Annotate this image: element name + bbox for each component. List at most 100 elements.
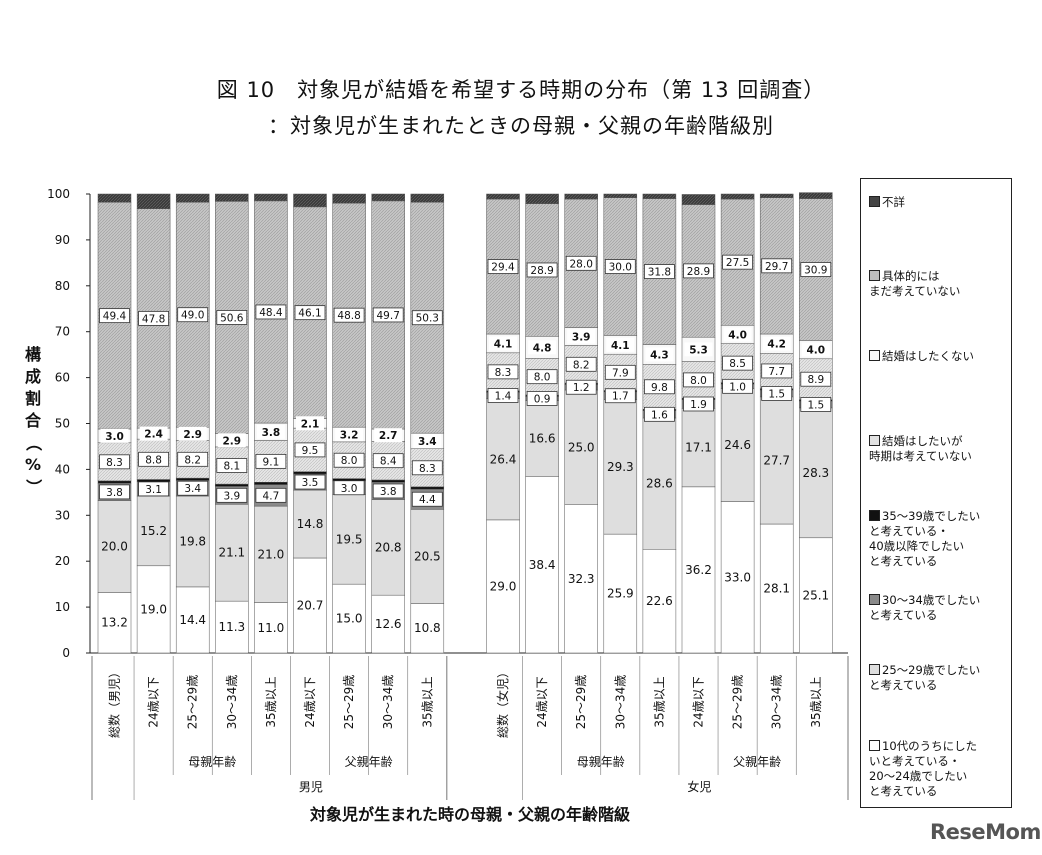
bar-segment: [564, 389, 598, 505]
value-label: 29.3: [607, 460, 634, 474]
value-label: 46.1: [298, 308, 321, 320]
bar-segment: [371, 479, 405, 483]
value-label: 3.9: [223, 490, 240, 502]
value-label-box: [565, 255, 597, 271]
legend-label: と考えている: [869, 608, 938, 622]
value-label: 19.5: [336, 532, 363, 546]
value-label: 15.0: [336, 612, 363, 626]
value-label: 7.7: [768, 366, 785, 378]
value-label: 30.9: [804, 265, 827, 277]
bar-segment: [642, 417, 677, 550]
value-label: 1.6: [651, 409, 668, 421]
legend-label: 30～34歳でしたい: [882, 593, 981, 607]
legend-label: 35～39歳でしたい: [882, 509, 981, 523]
value-label: 28.0: [570, 258, 593, 270]
value-label-box: [487, 364, 519, 380]
value-label-box: [683, 396, 714, 412]
value-label: 4.8: [533, 342, 552, 354]
bar-segment: [410, 486, 445, 490]
bar-segment: [175, 193, 210, 203]
bar-segment: [681, 408, 716, 488]
value-label: 1.2: [573, 382, 590, 394]
bar-segment: [215, 483, 249, 487]
value-label: 3.8: [380, 486, 397, 498]
value-label: 30.0: [609, 262, 632, 274]
x-category-label: 24歳以下: [147, 676, 161, 727]
bar-segment: [759, 396, 794, 525]
bar-segment: [603, 533, 638, 654]
value-label: 15.2: [140, 524, 167, 538]
value-label-box: [255, 487, 287, 503]
bar-segment: [720, 193, 755, 200]
bar-segment: [564, 193, 598, 200]
bar-segment: [215, 600, 249, 654]
x-category-label: 24歳以下: [303, 676, 317, 727]
y-tick-label: 50: [55, 417, 70, 431]
value-label-box: [255, 453, 287, 469]
value-label: 9.1: [263, 456, 280, 468]
value-label-box: [139, 426, 168, 441]
legend-swatch: [869, 594, 880, 605]
value-label: 11.3: [218, 620, 245, 634]
legend-entry: 35～39歳でしたい と考えている・ 40歳以降でしたい と考えている: [869, 509, 980, 569]
value-label-box: [372, 453, 404, 469]
value-label-box: [528, 340, 557, 355]
value-label: 38.4: [529, 558, 556, 572]
x-category-label: 35歳以上: [420, 676, 434, 727]
chart-title: 図 10 対象児が結婚を希望する時期の分布（第 13 回調査）: [216, 78, 826, 102]
legend-label: と考えている・: [869, 524, 949, 538]
legend-swatch: [869, 270, 880, 281]
value-label: 28.3: [802, 466, 829, 480]
value-label-box: [644, 264, 675, 279]
value-label-box: [762, 336, 791, 351]
value-label: 1.7: [612, 391, 629, 403]
legend-label: 結婚はしたいが: [882, 434, 963, 448]
bar-segment: [97, 480, 132, 484]
value-label: 49.4: [103, 311, 127, 323]
value-label-box: [526, 391, 558, 406]
value-label: 2.4: [144, 429, 163, 441]
value-label-box: [294, 474, 326, 490]
y-axis-label: 割: [25, 389, 41, 408]
value-label-box: [411, 491, 443, 507]
value-label-box: [606, 337, 635, 352]
value-label-box: [489, 336, 517, 351]
x-supergroup-label: 男児: [299, 780, 323, 794]
value-label: 20.7: [297, 598, 324, 612]
value-label: 22.6: [646, 594, 673, 608]
bar-segment: [215, 193, 249, 202]
bar-segment: [486, 398, 520, 521]
value-label-box: [800, 262, 832, 277]
bar-segment: [254, 482, 288, 485]
value-label: 25.1: [802, 588, 829, 602]
x-category-label: 30～34歳: [770, 675, 784, 730]
value-label: 8.2: [184, 454, 201, 466]
y-tick-label: 40: [55, 462, 70, 476]
legend-swatch: [869, 196, 880, 207]
value-label: 33.0: [724, 570, 751, 584]
x-category-label: 24歳以下: [692, 676, 706, 727]
value-label: 4.7: [263, 490, 280, 502]
value-label: 1.5: [768, 388, 785, 400]
value-label: 31.8: [648, 267, 671, 279]
x-category-label: 25～29歳: [186, 675, 200, 730]
value-label: 48.8: [337, 310, 360, 322]
value-label-box: [99, 308, 130, 324]
y-tick-label: 70: [55, 325, 70, 339]
value-label: 49.0: [181, 310, 204, 322]
value-label: 2.9: [222, 435, 241, 447]
value-label-box: [99, 484, 130, 500]
value-label: 3.9: [572, 332, 591, 344]
value-label-box: [723, 327, 752, 342]
value-label: 12.6: [375, 617, 402, 631]
value-label-box: [761, 363, 793, 379]
value-label: 4.1: [611, 340, 630, 352]
value-label: 28.9: [687, 266, 710, 278]
y-tick-label: 80: [55, 279, 70, 293]
value-label: 1.0: [729, 381, 746, 393]
bar-segment: [332, 193, 366, 204]
value-label: 3.2: [340, 430, 359, 442]
legend-entry: 結婚はしたくない: [869, 349, 974, 364]
x-category-label: 35歳以上: [809, 676, 823, 727]
bar-segment: [136, 193, 171, 209]
